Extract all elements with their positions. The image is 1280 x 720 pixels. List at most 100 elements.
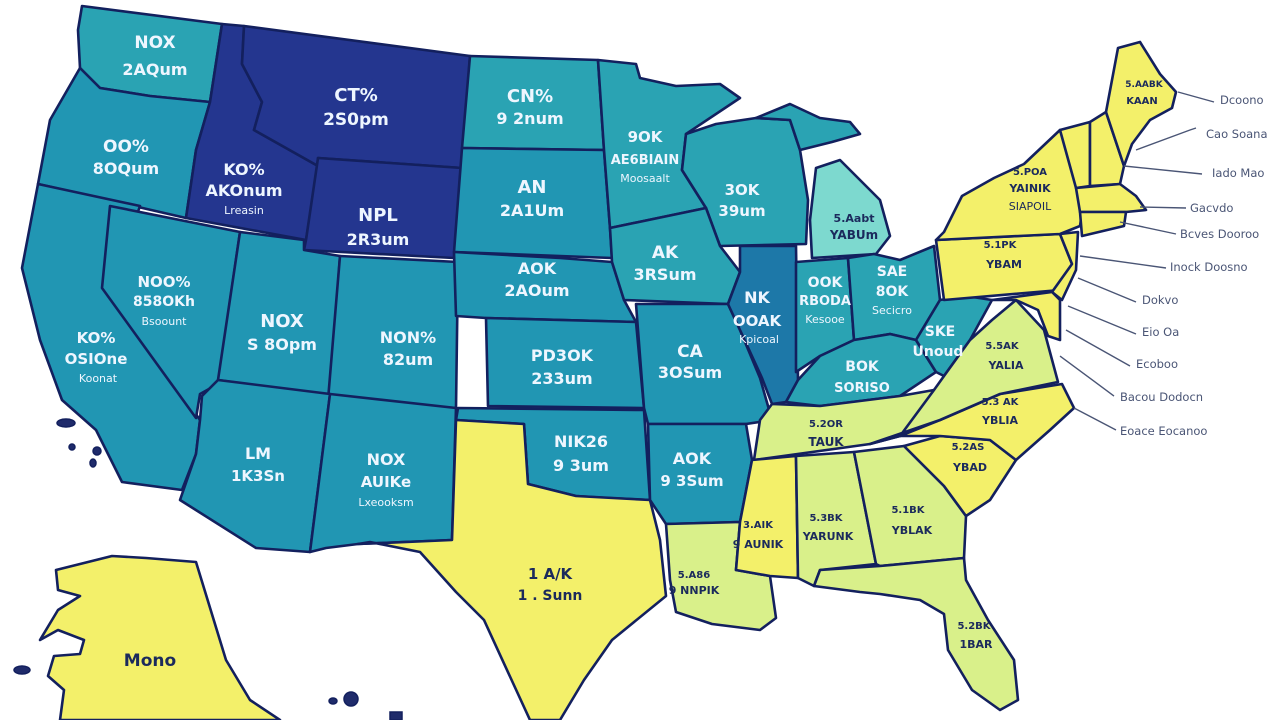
callout-va-coast: Eoace Eocanoo [1120,424,1207,438]
label-sd-1: AN [518,177,547,198]
callout-ct: Inock Doosno [1170,260,1248,274]
label-al-1: 5.3BK [809,513,843,524]
label-fl-2: 1BAR [959,638,993,651]
island-ak-2 [328,697,338,705]
label-wa-1: NOX [134,33,175,53]
label-nm-3: Lxeooksm [358,496,413,509]
callout-ri: Bcves Dooroo [1180,227,1259,241]
label-ks-1: PD3OK [531,346,594,365]
state-ak[interactable] [38,554,282,720]
label-ne-2: 2AOum [504,281,569,300]
label-co-1: NON% [380,328,436,347]
state-mi-upper[interactable] [754,102,862,152]
label-tn-2: TAUK [808,435,844,449]
state-me[interactable] [1104,40,1178,168]
label-nc-1: 5.3 AK [982,397,1020,408]
label-ms-2: 9 AUNIK [733,538,784,551]
callout-md: Ecoboo [1136,357,1178,371]
state-ct-ri[interactable] [1078,210,1128,238]
island-ak-4 [389,711,403,720]
label-tx-2: 1 . Sunn [518,588,583,604]
label-ga-1: 5.1BK [891,505,925,516]
label-ca-3: Koonat [79,372,118,385]
label-az-2: 1K3Sn [231,467,285,485]
label-pa-2: YBAM [985,258,1022,271]
state-wi[interactable] [680,116,810,248]
label-ok-1: NIK26 [554,432,608,451]
island-ak-3 [13,665,31,675]
callout-lines [1059,91,1215,431]
label-mn-3: Moosaalt [620,172,670,185]
state-tx[interactable] [356,418,668,720]
label-sd-2: 2A1Um [500,201,564,220]
label-il-2: OOAK [733,312,783,330]
state-wy[interactable] [302,156,464,260]
island-ca-1 [56,418,76,428]
label-nd-2: 9 2num [496,109,563,128]
label-il-1: NK [744,288,770,307]
label-wy-1: NPL [358,205,398,226]
label-ca-1: KO% [77,329,116,347]
label-id-2: AKOnum [205,181,282,200]
label-la-1: 5.A86 [678,570,710,581]
label-nm-2: AUIKe [361,473,411,491]
state-labels: NOX 2AQum OO% 8OQum KO% AKOnum Lreasin C… [65,33,1164,671]
label-mt-1: CT% [334,85,378,106]
label-id-3: Lreasin [224,204,264,217]
label-al-2: YARUNK [802,530,854,543]
label-mo-2: 3OSum [658,363,722,382]
state-ne[interactable] [452,250,638,324]
state-nh[interactable] [1088,110,1126,188]
label-ny-3: SIAPOIL [1009,200,1052,213]
label-az-1: LM [245,444,271,463]
label-ky-1: BOK [845,359,880,375]
callout-nj: Dokvo [1142,293,1178,307]
label-ok-2: 9 3um [553,456,609,475]
state-az[interactable] [178,378,332,554]
label-ny-1: 5.POA [1013,167,1047,178]
label-ks-2: 233um [531,369,592,388]
label-me-1: 5.AABK [1125,80,1163,90]
callout-me: Dcoono [1220,93,1264,107]
state-ma[interactable] [1074,182,1148,214]
callout-dc: Bacou Dodocn [1120,390,1203,404]
label-or-2: 8OQum [93,159,159,178]
label-mt-2: 2S0pm [323,110,389,130]
label-mn-2: AE6BIAIN [611,153,680,168]
state-va[interactable] [868,298,1060,446]
label-nc-2: YBLIA [981,414,1018,427]
state-nj[interactable] [1050,230,1080,302]
label-nm-1: NOX [367,450,406,469]
label-nv-3: Bsoount [142,315,188,328]
label-wy-2: 2R3um [347,230,410,249]
label-oh-1: SAE [877,264,907,280]
island-ca-3 [92,446,102,456]
state-mn[interactable] [596,58,742,230]
label-mn-1: 9OK [628,128,664,146]
label-mi-1: 5.Aabt [834,212,875,225]
label-ar-1: AOK [673,449,712,468]
label-ny-2: YAINIK [1008,182,1051,195]
label-ky-2: SORISO [834,381,890,396]
label-in-1: OOK [808,275,844,291]
label-sc-2: YBAD [952,461,987,474]
label-va-2: YALIA [987,359,1024,372]
state-md-de[interactable] [990,290,1062,342]
label-in-2: RBODA [799,294,851,309]
label-nd-1: CN% [507,86,553,107]
label-ga-2: YBLAK [891,524,933,537]
state-mi[interactable] [808,158,892,260]
label-ak-1: Mono [124,651,176,671]
label-ia-2: 3RSum [633,265,696,284]
label-ar-2: 9 3Sum [660,472,723,490]
label-or-1: OO% [103,137,149,157]
label-wi-1: 3OK [725,181,761,199]
state-fl[interactable] [812,556,1020,712]
label-tn-1: 5.2OR [809,419,843,430]
callout-ma: Gacvdo [1190,201,1233,215]
label-me-2: KAAN [1126,96,1158,107]
island-ak-1 [343,691,359,707]
callout-labels: Dcoono Cao Soana Iado Mao Gacvdo Bcves D… [1120,93,1268,438]
callout-vt: Iado Mao [1212,166,1264,180]
